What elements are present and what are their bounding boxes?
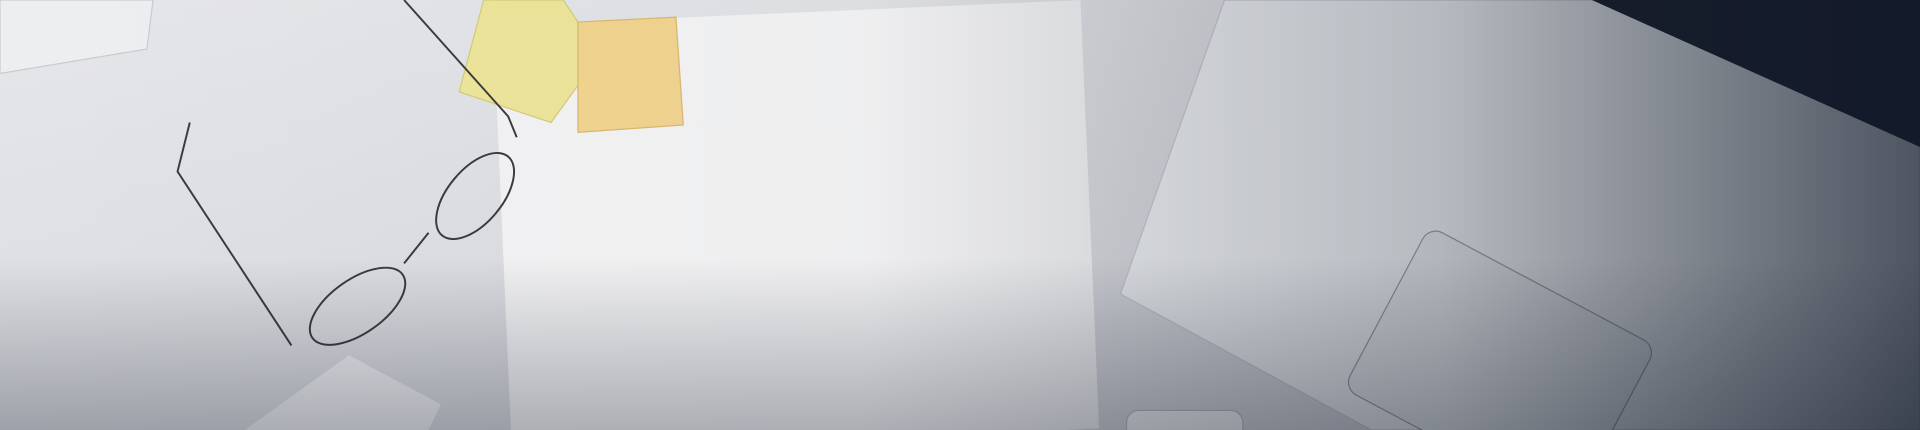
- overlay: [0, 0, 1920, 430]
- photo-banner: [0, 0, 1920, 430]
- page: (() => { const data = JSON.parse(documen…: [0, 0, 1920, 430]
